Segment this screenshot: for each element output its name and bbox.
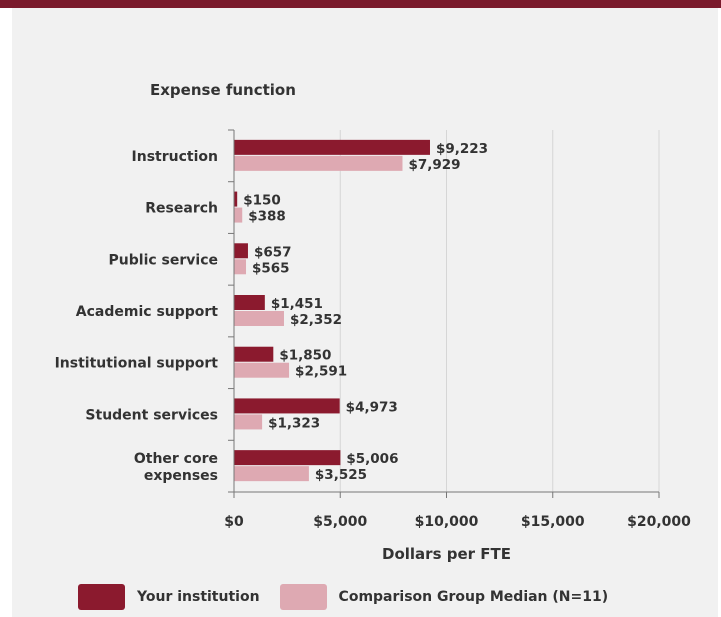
legend-label-comparison-group: Comparison Group Median (N=11) [338, 589, 609, 605]
x-tick-label-2: $10,000 [415, 514, 479, 530]
bar-your-institution-student-services [234, 398, 340, 414]
x-tick-label-1: $5,000 [313, 514, 367, 530]
category-label-institutional-support: Institutional support [55, 356, 219, 372]
category-label-research: Research [145, 201, 218, 217]
bar-comparison-group-institutional-support [234, 362, 290, 378]
legend-swatch-your-institution [78, 584, 125, 610]
chart-title: Expense function [150, 81, 296, 99]
category-label-instruction: Instruction [132, 149, 218, 165]
data-label-comparison-group-public-service: $565 [252, 260, 290, 276]
bar-comparison-group-other-core-expenses [234, 466, 309, 482]
bar-your-institution-public-service [234, 243, 248, 259]
legend-swatch-comparison-group [279, 584, 327, 610]
bar-comparison-group-instruction [234, 155, 403, 171]
data-label-comparison-group-instruction: $7,929 [408, 157, 460, 173]
x-tick-label-3: $15,000 [521, 514, 585, 530]
bar-your-institution-other-core-expenses [234, 450, 341, 466]
category-label-academic-support: Academic support [76, 304, 219, 320]
bar-comparison-group-research [234, 207, 243, 223]
bar-your-institution-research [234, 191, 238, 207]
bar-comparison-group-academic-support [234, 311, 284, 326]
data-label-comparison-group-research: $388 [248, 209, 286, 225]
data-label-your-institution-public-service: $657 [254, 244, 292, 260]
legend-label-your-institution: Your institution [137, 589, 260, 605]
top-accent-bar [0, 0, 721, 8]
legend: Your institution Comparison Group Median… [78, 582, 628, 612]
bar-your-institution-institutional-support [234, 346, 274, 362]
data-label-comparison-group-academic-support: $2,352 [290, 312, 342, 328]
x-axis-title: Dollars per FTE [382, 545, 511, 563]
bar-comparison-group-student-services [234, 414, 263, 430]
legend-item-your-institution: Your institution [78, 584, 260, 610]
data-label-your-institution-research: $150 [243, 193, 281, 209]
category-label-public-service: Public service [109, 252, 218, 268]
category-label-other-core-expenses: Other core expenses [134, 451, 218, 484]
x-tick-label-4: $20,000 [627, 514, 691, 530]
data-label-comparison-group-institutional-support: $2,591 [295, 364, 347, 380]
x-tick-label-0: $0 [224, 514, 244, 530]
bar-your-institution-instruction [234, 139, 430, 155]
data-label-your-institution-academic-support: $1,451 [271, 296, 323, 312]
bar-comparison-group-public-service [234, 259, 247, 275]
data-label-your-institution-student-services: $4,973 [346, 399, 398, 415]
data-label-comparison-group-student-services: $1,323 [268, 415, 320, 431]
bar-your-institution-academic-support [234, 295, 265, 310]
category-label-student-services: Student services [85, 407, 218, 423]
data-label-your-institution-other-core-expenses: $5,006 [346, 451, 398, 467]
data-label-your-institution-institutional-support: $1,850 [279, 348, 331, 364]
data-label-comparison-group-other-core-expenses: $3,525 [315, 467, 367, 483]
legend-item-comparison-group: Comparison Group Median (N=11) [279, 584, 609, 610]
data-label-your-institution-instruction: $9,223 [436, 141, 488, 157]
